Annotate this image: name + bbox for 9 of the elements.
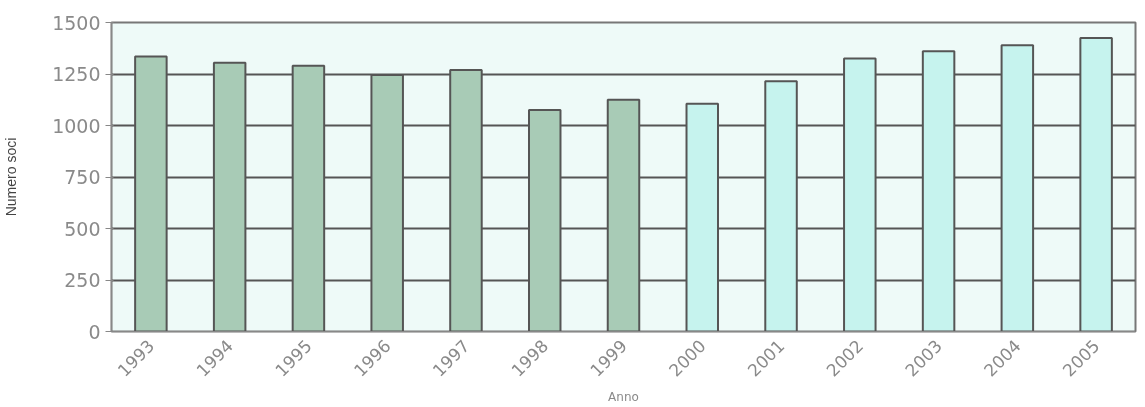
y-tick-label: 250 bbox=[64, 269, 101, 291]
y-axis-title: Numero soci bbox=[3, 137, 20, 217]
y-tick-label: 750 bbox=[64, 166, 101, 188]
y-tick-label: 1250 bbox=[52, 63, 101, 85]
y-tick-label: 1000 bbox=[52, 114, 101, 137]
x-axis-title: Anno bbox=[608, 390, 639, 405]
y-tick-label: 1500 bbox=[52, 11, 101, 34]
y-tick-label: 0 bbox=[88, 320, 101, 343]
y-tick-label: 500 bbox=[64, 217, 101, 240]
